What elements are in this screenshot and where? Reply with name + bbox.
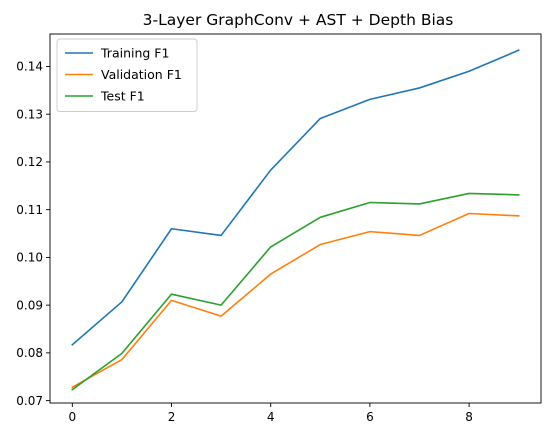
x-tick-label: 6 (366, 410, 374, 424)
x-tick-label: 0 (68, 410, 76, 424)
plot-area (71, 49, 520, 391)
y-tick-label: 0.12 (16, 155, 43, 169)
legend-label-2: Test F1 (100, 89, 145, 104)
legend-label-0: Training F1 (100, 46, 169, 61)
y-tick-label: 0.14 (16, 60, 43, 74)
chart-title: 3-Layer GraphConv + AST + Depth Bias (143, 11, 454, 29)
series-line-1 (71, 212, 520, 389)
x-tick-label: 4 (267, 410, 275, 424)
y-tick-label: 0.08 (16, 346, 43, 360)
x-tick-label: 2 (168, 410, 176, 424)
x-tick-label: 8 (465, 410, 473, 424)
y-tick-label: 0.13 (16, 107, 43, 121)
y-tick-label: 0.07 (16, 394, 43, 408)
legend: Training F1 Validation F1 Test F1 (56, 38, 198, 112)
legend-box (56, 38, 198, 112)
axes-frame (49, 33, 542, 404)
y-tick-label: 0.11 (16, 203, 43, 217)
y-tick-label: 0.10 (16, 251, 43, 265)
series-line-0 (71, 49, 520, 346)
legend-label-1: Validation F1 (101, 67, 182, 82)
axes: 0 2 4 6 8 0.07 0.08 0.09 0.10 0.11 0.12 0.13 0.14 (16, 33, 542, 424)
y-tick-label: 0.09 (16, 298, 43, 312)
series-line-2 (71, 192, 520, 391)
